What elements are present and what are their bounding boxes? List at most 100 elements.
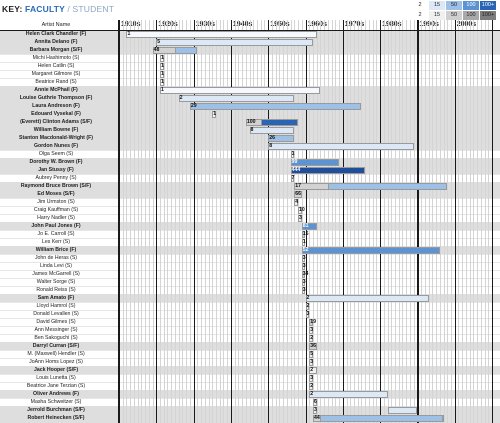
year-gridline <box>402 20 404 423</box>
activity-bar <box>309 382 313 390</box>
artist-name-label: Les Kerr (S) <box>42 239 70 245</box>
legend-cell-faculty: 15 <box>429 1 445 10</box>
decade-gridline <box>342 20 344 423</box>
count-label: 34 <box>302 271 309 277</box>
year-gridline <box>395 20 397 423</box>
activity-bar <box>301 254 306 262</box>
artist-name-label: Masha Schweitzer (S) <box>30 399 82 405</box>
year-gridline <box>260 20 262 423</box>
activity-bar <box>160 70 164 78</box>
count-label: 1 <box>302 239 306 245</box>
count-label: 10 <box>299 207 305 213</box>
activity-bar <box>309 326 313 334</box>
year-gridline <box>331 20 333 423</box>
count-legend: 2 15 50 100 100+ 2 15 50 100 100+ <box>412 1 498 21</box>
legend-row-student: 2 15 50 100 100+ <box>412 11 498 20</box>
year-gridline <box>421 20 423 423</box>
activity-bar <box>294 198 299 206</box>
count-label: 1 <box>161 71 164 77</box>
legend-cell-faculty: 2 <box>412 1 428 10</box>
year-gridline <box>174 20 176 423</box>
activity-bar <box>312 398 317 406</box>
label-column-border <box>118 20 119 423</box>
count-label: 2 <box>179 95 183 101</box>
artist-name-label: Gordon Nunes (F) <box>33 143 79 149</box>
artist-name-label: Jo E. Carroll (S) <box>37 231 75 237</box>
artist-name-label: Barbara Morgan (S/F) <box>29 47 83 53</box>
activity-bar <box>249 126 295 134</box>
key-prefix: KEY: <box>2 4 23 14</box>
year-gridline <box>406 20 408 423</box>
decade-gridline <box>454 20 456 423</box>
artist-name-label: M. (Maxwell) Hendler (S) <box>27 351 85 357</box>
year-gridline <box>469 20 471 423</box>
count-label: 2 <box>310 335 314 341</box>
activity-bar <box>290 150 295 158</box>
year-gridline <box>383 20 385 423</box>
decade-gridline <box>156 20 158 423</box>
count-label: 3 <box>299 215 302 221</box>
artist-name-label: Walter Sorge (S) <box>36 279 76 285</box>
decade-gridline <box>417 20 419 423</box>
count-label: 26 <box>269 135 275 141</box>
activity-bar <box>301 270 306 278</box>
count-label: 1 <box>127 31 131 37</box>
artist-name-label: James McGarrell (S) <box>32 271 80 277</box>
artist-name-label: Laura Andreson (F) <box>32 103 80 109</box>
year-gridline <box>294 20 296 423</box>
year-gridline <box>137 20 139 423</box>
year-gridline <box>249 20 251 423</box>
year-gridline <box>480 20 482 423</box>
artist-name-label: Harry Nadler (S) <box>37 215 75 221</box>
year-gridline <box>290 20 292 423</box>
year-gridline <box>286 20 288 423</box>
year-gridline <box>160 20 162 423</box>
year-gridline <box>186 20 188 423</box>
artist-name-header: Artist Name <box>41 22 71 28</box>
year-gridline <box>133 20 135 423</box>
year-gridline <box>279 20 281 423</box>
year-gridline <box>283 20 285 423</box>
faculty-period-bar <box>260 118 299 126</box>
activity-bar <box>309 350 313 358</box>
activity-bar <box>301 286 306 294</box>
activity-bar <box>268 142 414 150</box>
year-gridline <box>204 20 206 423</box>
activity-bar <box>301 278 306 286</box>
artist-name-label: Michi Hashimoto (S) <box>32 55 80 61</box>
count-label: 8 <box>269 143 273 149</box>
year-gridline <box>208 20 210 423</box>
year-gridline <box>365 20 367 423</box>
count-label: 2 <box>310 367 314 373</box>
year-gridline <box>148 20 150 423</box>
year-gridline <box>152 20 154 423</box>
legend-cell-faculty: 100+ <box>480 1 496 10</box>
year-gridline <box>398 20 400 423</box>
year-gridline <box>428 20 430 423</box>
artist-name-label: William Brice (F) <box>35 247 77 253</box>
count-label: 44 <box>313 415 320 421</box>
count-label: 3 <box>302 279 306 285</box>
activity-bar <box>305 302 310 310</box>
year-gridline <box>357 20 359 423</box>
count-label: 3 <box>302 287 306 293</box>
year-gridline <box>439 20 441 423</box>
activity-bar <box>301 230 306 238</box>
count-label: 48 <box>153 47 160 53</box>
artist-name-label: Ben Sakoguchi (S) <box>34 335 78 341</box>
artist-name-label: Ann Messinger (S) <box>34 327 78 333</box>
count-label: 3 <box>302 263 306 269</box>
count-label: 29 <box>190 103 197 109</box>
faculty-period-bar <box>327 182 448 190</box>
artist-name-label: Aubrey Penny (S) <box>35 175 77 181</box>
year-gridline <box>477 20 479 423</box>
year-gridline <box>234 20 236 423</box>
year-gridline <box>130 20 132 423</box>
artist-name-label: Lloyd Hamrol (S) <box>36 303 76 309</box>
artist-name-label: Annita Delano (F) <box>34 39 78 45</box>
artist-name-label: Annie McPhail (F) <box>34 87 78 93</box>
year-gridline <box>197 20 199 423</box>
artist-name-label: (Everett) Clinton Adams (S/F) <box>20 119 92 125</box>
artist-name-label: Jan Stussy (F) <box>38 167 74 173</box>
artist-name-label: Donald Levallen (S) <box>33 311 79 317</box>
